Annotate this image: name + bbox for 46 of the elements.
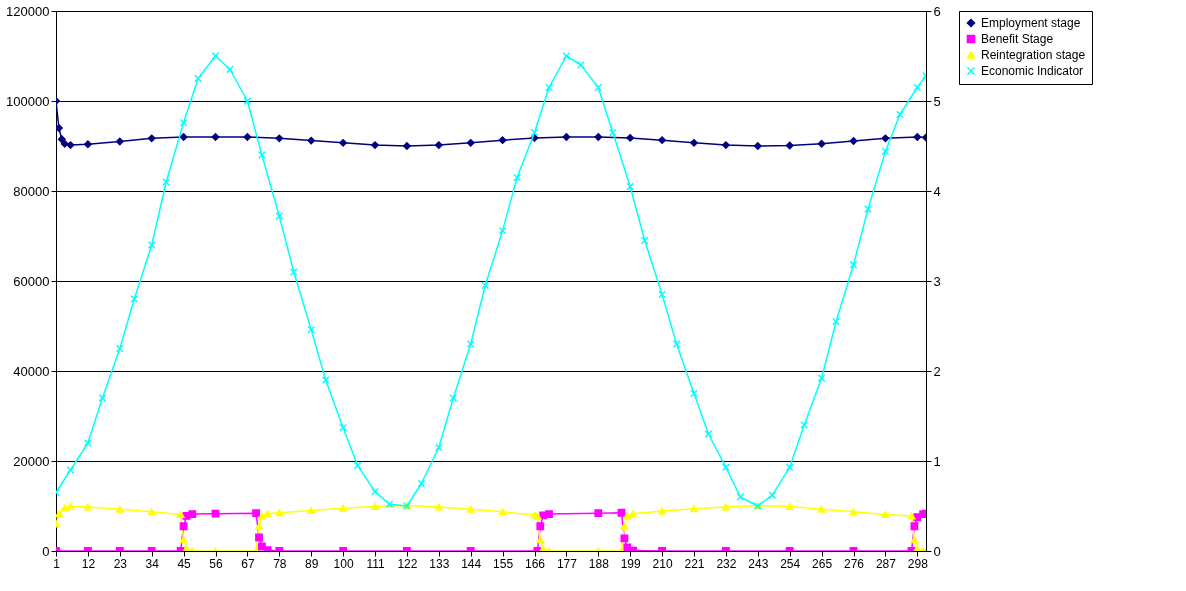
y2-tick-label: 4 xyxy=(933,183,941,199)
y-tick-label: 0 xyxy=(42,543,50,559)
x-tick-label: 111 xyxy=(366,556,385,571)
y2-tick-label: 5 xyxy=(933,93,941,109)
x-tick-label: 100 xyxy=(333,556,354,571)
y2-tick-label: 3 xyxy=(933,273,941,289)
x-tick-label: 210 xyxy=(652,556,673,571)
y-tick-label: 40000 xyxy=(13,363,50,379)
y-tick-label: 120000 xyxy=(6,3,50,19)
x-tick-label: 287 xyxy=(875,556,897,571)
x-tick-label: 67 xyxy=(241,556,255,571)
x-tick-label: 1 xyxy=(53,556,61,571)
x-tick-label: 155 xyxy=(493,556,514,571)
legend-label: Reintegration stage xyxy=(981,48,1086,62)
x-tick-label: 232 xyxy=(716,556,737,571)
x-tick-label: 89 xyxy=(305,556,319,571)
x-tick-label: 45 xyxy=(177,556,192,571)
y2-tick-label: 0 xyxy=(933,543,941,559)
x-tick-label: 12 xyxy=(81,556,96,571)
x-tick-label: 199 xyxy=(620,556,642,571)
y-tick-label: 100000 xyxy=(6,93,50,109)
x-tick-label: 265 xyxy=(812,556,833,571)
x-tick-label: 221 xyxy=(684,556,705,571)
y2-tick-label: 1 xyxy=(933,453,941,469)
x-tick-label: 243 xyxy=(748,556,769,571)
x-tick-label: 56 xyxy=(209,556,223,571)
legend-label: Employment stage xyxy=(981,16,1081,30)
x-tick-label: 78 xyxy=(273,556,287,571)
y-tick-label: 60000 xyxy=(13,273,50,289)
y-tick-label: 20000 xyxy=(13,453,50,469)
y2-tick-label: 6 xyxy=(933,3,941,19)
x-tick-label: 34 xyxy=(145,556,160,571)
x-tick-label: 166 xyxy=(524,556,546,571)
x-tick-label: 144 xyxy=(461,556,482,571)
x-tick-label: 298 xyxy=(907,556,929,571)
x-tick-label: 133 xyxy=(429,556,450,571)
y2-tick-label: 2 xyxy=(933,363,941,379)
x-tick-label: 188 xyxy=(588,556,610,571)
x-tick-label: 177 xyxy=(556,556,578,571)
legend-label: Benefit Stage xyxy=(981,32,1054,46)
x-tick-label: 23 xyxy=(113,556,128,571)
y-tick-label: 80000 xyxy=(13,183,50,199)
x-tick-label: 254 xyxy=(780,556,801,571)
legend-label: Economic Indicator xyxy=(981,64,1084,78)
x-tick-label: 122 xyxy=(397,556,418,571)
x-tick-label: 276 xyxy=(843,556,865,571)
